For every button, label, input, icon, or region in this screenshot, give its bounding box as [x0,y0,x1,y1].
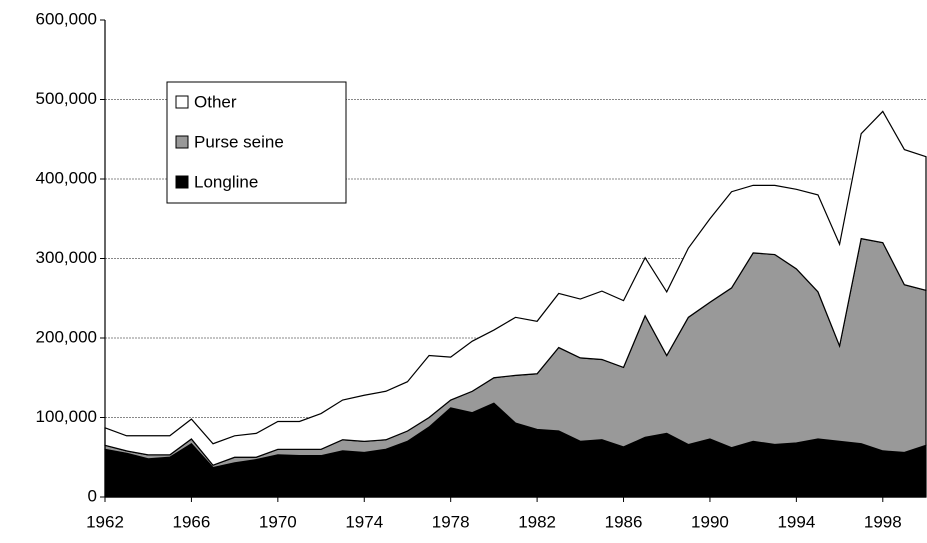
legend-label: Purse seine [194,132,284,151]
x-tick-label: 1970 [259,512,297,531]
area [104,110,927,466]
legend-box [166,81,347,204]
legend-label: Longline [194,172,258,191]
x-tick-label: 1962 [86,512,124,531]
y-tick-label: 500,000 [36,89,97,108]
x-tick-label: 1994 [777,512,815,531]
y-tick-label: 100,000 [36,407,97,426]
x-tick-label: 1990 [691,512,729,531]
legend-label: Other [194,92,237,111]
x-tick-label: 1998 [864,512,902,531]
x-tick-label: 1966 [173,512,211,531]
y-tick-label: 300,000 [36,248,97,267]
y-tick-label: 400,000 [36,168,97,187]
legend-swatch [175,135,189,149]
legend-swatch [175,95,189,109]
y-tick-label: 600,000 [36,9,97,28]
legend-swatch [175,175,189,189]
x-tick-label: 1982 [518,512,556,531]
y-tick-label: 0 [88,486,97,505]
x-tick-label: 1986 [605,512,643,531]
x-tick-label: 1978 [432,512,470,531]
x-tick-label: 1974 [345,512,383,531]
y-tick-label: 200,000 [36,327,97,346]
